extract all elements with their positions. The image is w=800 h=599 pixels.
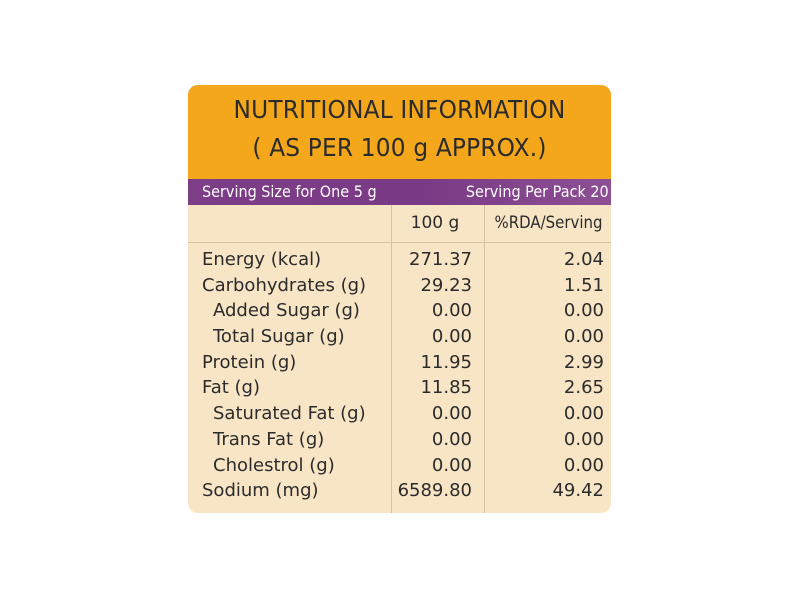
serving-bar: Serving Size for One 5 g Serving Per Pac…: [188, 179, 611, 205]
table-row: Protein (g) 11.95 2.99: [188, 350, 611, 376]
header-subtitle: ( AS PER 100 g APPROX.): [252, 133, 547, 162]
nutrient-name: Protein (g): [202, 351, 297, 373]
value-rda: 2.99: [563, 351, 604, 373]
table-row: Cholestrol (g) 0.00 0.00: [188, 453, 611, 479]
value-rda: 0.00: [563, 403, 604, 425]
value-rda: 2.04: [563, 249, 604, 270]
nutrient-name: Carbohydrates (g): [202, 274, 367, 296]
value-rda: 0.00: [563, 428, 604, 450]
value-per-100g: 29.23: [420, 274, 472, 296]
nutrient-name: Trans Fat (g): [213, 428, 325, 450]
value-per-100g: 11.85: [420, 377, 472, 399]
value-rda: 0.00: [563, 326, 604, 348]
value-rda: 2.65: [563, 377, 604, 399]
value-rda: 0.00: [563, 300, 604, 322]
header-row-divider: [188, 242, 611, 243]
header-title: NUTRITIONAL INFORMATION: [233, 95, 566, 124]
column-divider: [391, 205, 392, 513]
nutrient-name: Added Sugar (g): [213, 300, 360, 322]
value-per-100g: 0.00: [431, 326, 472, 348]
nutrient-name: Total Sugar (g): [213, 326, 345, 348]
value-per-100g: 0.00: [431, 300, 472, 322]
value-rda: 49.42: [552, 480, 604, 502]
serving-size: Serving Size for One 5 g: [202, 182, 377, 201]
nutrient-name: Energy (kcal): [202, 249, 322, 270]
value-per-100g: 0.00: [431, 454, 472, 476]
table-row: Total Sugar (g) 0.00 0.00: [188, 324, 611, 350]
label-header: NUTRITIONAL INFORMATION ( AS PER 100 g A…: [188, 85, 611, 179]
column-divider: [484, 205, 485, 513]
value-per-100g: 0.00: [431, 403, 472, 425]
nutrient-name: Sodium (mg): [202, 480, 319, 502]
table-row: Sodium (mg) 6589.80 49.42: [188, 478, 611, 504]
column-header-100g: 100 g: [410, 213, 460, 233]
table-row: Saturated Fat (g) 0.00 0.00: [188, 401, 611, 427]
value-per-100g: 11.95: [420, 351, 472, 373]
value-rda: 0.00: [563, 454, 604, 476]
table-row: Energy (kcal) 271.37 2.04: [188, 247, 611, 273]
nutrient-table: Energy (kcal) 271.37 2.04 Carbohydrates …: [188, 247, 611, 504]
servings-per-pack: Serving Per Pack 20: [466, 182, 609, 201]
table-row: Trans Fat (g) 0.00 0.00: [188, 427, 611, 453]
nutrition-label: NUTRITIONAL INFORMATION ( AS PER 100 g A…: [188, 85, 611, 513]
value-per-100g: 271.37: [409, 249, 472, 270]
value-per-100g: 6589.80: [397, 480, 472, 502]
nutrient-name: Cholestrol (g): [213, 454, 335, 476]
nutrient-name: Fat (g): [202, 377, 260, 399]
table-row: Fat (g) 11.85 2.65: [188, 375, 611, 401]
value-rda: 1.51: [563, 274, 604, 296]
value-per-100g: 0.00: [431, 428, 472, 450]
nutrient-name: Saturated Fat (g): [213, 403, 366, 425]
table-row: Carbohydrates (g) 29.23 1.51: [188, 273, 611, 299]
table-row: Added Sugar (g) 0.00 0.00: [188, 298, 611, 324]
column-header-rda: %RDA/Serving: [494, 213, 603, 233]
